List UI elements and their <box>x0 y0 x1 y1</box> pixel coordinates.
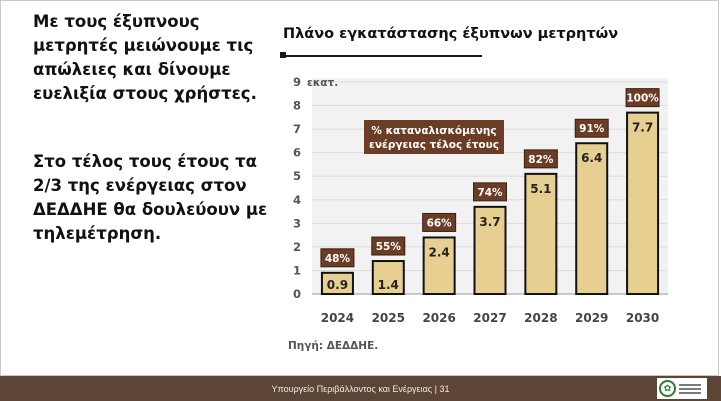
bar-2024 <box>320 271 354 295</box>
footer-bar: Υπουργείο Περιβάλλοντος και Ενέργειας | … <box>0 376 721 401</box>
x-tick-label: 2028 <box>524 311 557 325</box>
percent-legend-line2: ενέργειας τέλος έτους <box>369 139 499 151</box>
statement-telemetry: Στο τέλος τους έτους τα 2/3 της ενέργεια… <box>33 152 268 243</box>
percent-box <box>625 88 660 108</box>
y-tick-label: 2 <box>293 240 301 254</box>
x-tick-label: 2026 <box>422 311 455 325</box>
percent-box <box>473 182 507 202</box>
value-label: 6.4 <box>581 151 602 165</box>
y-tick-label: 4 <box>293 193 301 207</box>
value-label: 3.7 <box>479 215 500 229</box>
percent-label: 66% <box>427 217 453 229</box>
x-tick-label: 2025 <box>372 311 405 325</box>
percent-box <box>574 118 609 138</box>
value-label: 5.1 <box>530 182 551 196</box>
x-tick-label: 2024 <box>321 311 354 325</box>
y-tick-label: 3 <box>293 216 301 230</box>
bar-2029 <box>575 142 609 295</box>
percent-box <box>523 149 558 169</box>
title-underline-marker <box>280 52 286 58</box>
title-underline <box>282 55 482 57</box>
percent-label: 55% <box>376 241 402 253</box>
footer-text: Υπουργείο Περιβάλλοντος και Ενέργειας | … <box>271 383 450 394</box>
y-tick-label: 1 <box>293 263 301 277</box>
y-tick-label: 8 <box>293 99 301 113</box>
value-label: 2.4 <box>429 245 450 259</box>
bar-2026 <box>422 236 456 295</box>
percent-label: 100% <box>626 93 659 105</box>
y-tick-label: 7 <box>293 122 301 136</box>
value-label: 0.9 <box>327 278 348 292</box>
percent-box <box>422 212 457 232</box>
percent-label: 91% <box>579 123 605 135</box>
chart-title: Πλάνο εγκατάστασης έξυπνων μετρητών <box>283 26 619 42</box>
statement-smart-meters: Με τους έξυπνους μετρητές μειώνουμε τις … <box>33 12 257 103</box>
bar-2027 <box>473 205 507 296</box>
y-tick-label: 0 <box>293 287 301 301</box>
x-tick-label: 2030 <box>626 311 659 325</box>
y-unit-label: εκατ. <box>307 77 338 89</box>
value-label: 1.4 <box>378 278 399 292</box>
emblem-icon: ✿ <box>659 380 676 397</box>
y-tick-label: 9 <box>293 75 301 89</box>
percent-legend-line1: % καταναλισκόμενης <box>371 125 496 137</box>
x-tick-label: 2029 <box>575 311 608 325</box>
y-tick-label: 6 <box>293 146 301 160</box>
x-tick-label: 2027 <box>473 311 506 325</box>
percent-label: 74% <box>477 187 503 199</box>
ministry-logo: ✿ <box>657 378 707 399</box>
percent-legend-box <box>364 120 504 154</box>
percent-box <box>320 248 355 268</box>
slide-frame <box>0 0 719 376</box>
bar-chart: 0 1 2 3 4 5 6 7 8 9 εκατ. 0.9 48% 2024 1.4 55% 2025 2.4 66… <box>293 75 668 325</box>
value-label: 7.7 <box>632 121 653 135</box>
bar-2025 <box>371 260 405 295</box>
percent-label: 48% <box>325 253 351 265</box>
percent-box <box>371 236 406 256</box>
percent-label: 82% <box>528 154 554 166</box>
bar-2028 <box>524 172 558 295</box>
bar-2030 <box>626 111 660 295</box>
y-tick-label: 5 <box>293 169 301 183</box>
chart-source: Πηγή: ΔΕΔΔΗΕ. <box>288 340 379 352</box>
